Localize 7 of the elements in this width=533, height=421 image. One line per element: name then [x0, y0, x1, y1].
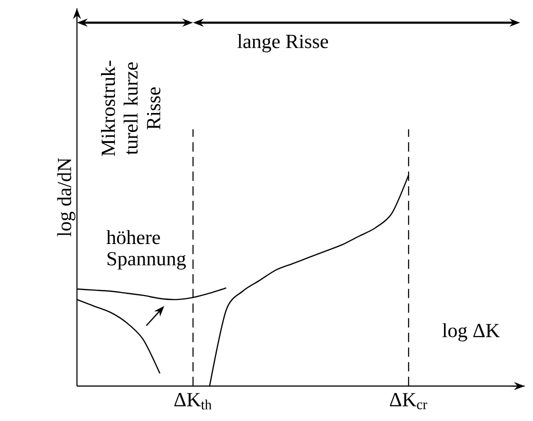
x-axis-title: log ΔK	[442, 323, 500, 342]
annotation: höhere Spannung	[106, 230, 186, 270]
x-tick-label: ΔK$_{th}$	[174, 392, 212, 410]
y-axis-title: log da/dN	[57, 158, 76, 236]
x-tick-label: ΔK$_{cr}$	[390, 392, 428, 410]
text: lange Risse	[238, 34, 328, 52]
text: Mikrostruk- turell kurze Risse	[101, 60, 160, 156]
